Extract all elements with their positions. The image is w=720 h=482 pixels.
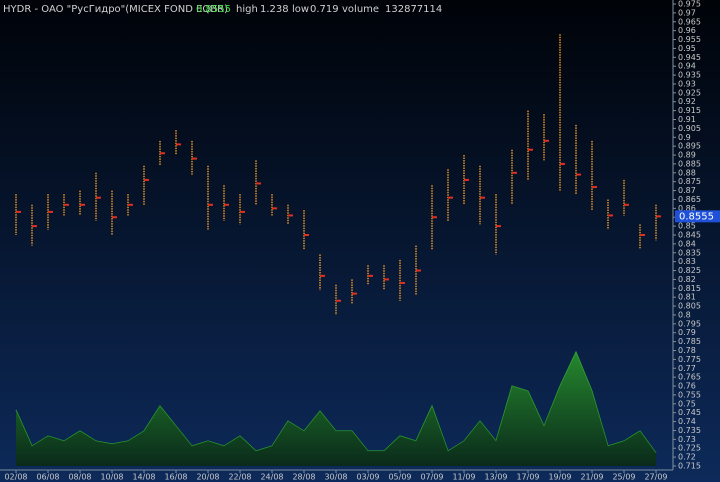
x-tick-label: 25/09 (612, 473, 635, 482)
volume-value: 132877114 (385, 4, 442, 15)
y-tick-label: 0.805 (678, 302, 701, 311)
x-tick-label: 02/08 (4, 473, 27, 482)
y-tick-label: 0.875 (678, 177, 701, 186)
y-tick-label: 0.975 (678, 0, 701, 9)
y-tick-label: 0.94 (678, 62, 696, 71)
y-tick-label: 0.96 (678, 26, 696, 35)
y-tick-label: 0.955 (678, 35, 701, 44)
y-tick-label: 0.815 (678, 284, 701, 293)
y-tick-label: 0.81 (678, 293, 696, 302)
volume-area (16, 352, 656, 466)
x-tick-label: 20/08 (196, 473, 219, 482)
y-tick-label: 0.775 (678, 355, 701, 364)
x-tick-label: 10/08 (100, 473, 123, 482)
y-tick-label: 0.745 (678, 408, 701, 417)
y-tick-label: 0.78 (678, 346, 696, 355)
x-tick-label: 27/09 (644, 473, 667, 482)
y-tick-label: 0.91 (678, 115, 696, 124)
y-tick-label: 0.825 (678, 266, 701, 275)
y-tick-label: 0.795 (678, 319, 701, 328)
x-tick-label: 06/08 (36, 473, 59, 482)
y-tick-label: 0.895 (678, 142, 701, 151)
last-price-axis-label: 0.8555 (679, 211, 714, 222)
chart-title: HYDR - OAO "РусГидро"(MICEX FOND EQBR) (3, 4, 228, 15)
y-tick-label: 0.89 (678, 151, 696, 160)
y-tick-label: 0.735 (678, 426, 701, 435)
y-tick-label: 0.72 (678, 453, 696, 462)
y-tick-label: 0.925 (678, 88, 701, 97)
y-tick-label: 0.76 (678, 382, 696, 391)
y-tick-label: 0.75 (678, 399, 696, 408)
x-tick-label: 03/09 (356, 473, 379, 482)
y-tick-label: 0.92 (678, 97, 696, 106)
x-tick-label: 28/08 (292, 473, 315, 482)
x-tick-label: 08/08 (68, 473, 91, 482)
x-tick-label: 22/08 (228, 473, 251, 482)
y-tick-label: 0.95 (678, 44, 696, 53)
y-tick-label: 0.755 (678, 390, 701, 399)
y-tick-label: 0.865 (678, 195, 701, 204)
y-tick-label: 0.77 (678, 364, 696, 373)
y-tick-label: 0.88 (678, 168, 696, 177)
y-tick-label: 0.9 (678, 133, 691, 142)
y-tick-label: 0.84 (678, 239, 696, 248)
y-tick-label: 0.945 (678, 53, 701, 62)
x-tick-label: 14/08 (132, 473, 155, 482)
x-tick-label: 19/09 (548, 473, 571, 482)
x-tick-label: 05/09 (388, 473, 411, 482)
x-tick-label: 16/08 (164, 473, 187, 482)
y-tick-label: 0.82 (678, 275, 696, 284)
y-tick-label: 0.715 (678, 462, 701, 471)
x-tick-label: 11/09 (452, 473, 475, 482)
x-tick-label: 13/09 (484, 473, 507, 482)
x-tick-label: 24/08 (260, 473, 283, 482)
x-tick-label: 07/09 (420, 473, 443, 482)
y-tick-label: 0.85 (678, 222, 696, 231)
y-tick-label: 0.74 (678, 417, 696, 426)
y-tick-label: 0.935 (678, 71, 701, 80)
last-price: 0.8555 (196, 4, 231, 15)
low-label: low (292, 4, 309, 15)
y-tick-label: 0.97 (678, 8, 696, 17)
x-tick-label: 21/09 (580, 473, 603, 482)
y-tick-label: 0.765 (678, 373, 701, 382)
y-tick-label: 0.845 (678, 231, 701, 240)
x-tick-label: 30/08 (324, 473, 347, 482)
y-tick-label: 0.725 (678, 444, 701, 453)
x-tick-label: 17/09 (516, 473, 539, 482)
last-price-box (675, 210, 720, 223)
y-tick-label: 0.965 (678, 17, 701, 26)
high-label: high (236, 4, 258, 15)
high-value: 1.238 (260, 4, 289, 15)
y-tick-label: 0.8 (678, 310, 691, 319)
y-tick-label: 0.885 (678, 159, 701, 168)
y-tick-label: 0.835 (678, 248, 701, 257)
y-tick-label: 0.93 (678, 79, 696, 88)
y-tick-label: 0.905 (678, 124, 701, 133)
y-tick-label: 0.87 (678, 186, 696, 195)
y-tick-label: 0.915 (678, 106, 701, 115)
low-value: 0.719 (310, 4, 339, 15)
y-tick-label: 0.83 (678, 257, 696, 266)
y-tick-label: 0.785 (678, 337, 701, 346)
y-tick-label: 0.73 (678, 435, 696, 444)
y-tick-label: 0.86 (678, 204, 696, 213)
volume-label: volume (342, 4, 379, 15)
y-tick-label: 0.79 (678, 328, 696, 337)
